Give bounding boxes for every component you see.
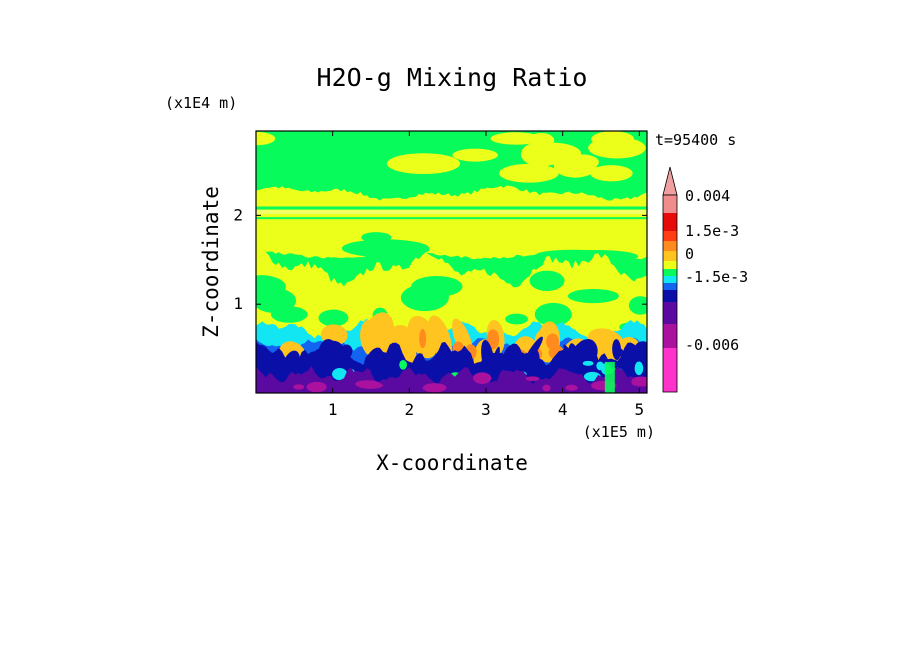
magenta-spot	[355, 380, 381, 389]
magenta-spot	[525, 376, 540, 382]
stripe-light	[256, 210, 647, 215]
colorbar-segment	[663, 290, 677, 302]
colorbar-frame	[662, 194, 678, 393]
x-unit-label: (x1E5 m)	[583, 423, 655, 441]
green-tongue	[628, 296, 647, 315]
colorbar-segment	[663, 241, 677, 251]
colorbar-label: 1.5e-3	[685, 222, 739, 240]
green-tongue	[407, 290, 422, 305]
colorbar-segment	[663, 302, 677, 324]
upper-blob	[386, 153, 461, 175]
y-axis-label: Z-coordinate	[199, 186, 223, 338]
green-tongue	[567, 288, 619, 304]
upper-blob	[452, 148, 499, 162]
blue-filament	[281, 350, 300, 379]
colorbar-label: -0.006	[685, 336, 739, 354]
colorbar-segment	[663, 276, 677, 283]
blue-filament	[322, 340, 345, 364]
upper-blob	[590, 165, 633, 182]
orange-core	[419, 328, 427, 349]
magenta-spot	[542, 384, 551, 392]
magenta-spot	[565, 384, 578, 391]
magenta-spot	[293, 384, 305, 390]
green-tongue	[411, 275, 463, 297]
blue-filament	[576, 338, 598, 365]
cyan-spot	[582, 360, 594, 366]
colorbar-extension	[662, 166, 678, 196]
colorbar-segment	[663, 195, 677, 213]
magenta-spot	[631, 381, 645, 386]
green-tongue	[256, 275, 286, 299]
x-tick-label: 5	[635, 400, 645, 419]
upper-blob	[490, 132, 542, 145]
colorbar-segment	[663, 283, 677, 290]
blue-filament	[524, 336, 543, 364]
colorbar-label: -1.5e-3	[685, 268, 748, 286]
blue-filament	[487, 353, 504, 370]
cyan-spot	[332, 368, 348, 381]
upper-blob	[567, 154, 599, 170]
green-tongue	[505, 313, 529, 325]
magenta-spot	[422, 383, 447, 393]
green-tongue	[270, 306, 308, 323]
edge-patch	[604, 361, 615, 393]
y-tick-label: 2	[233, 205, 243, 224]
contour-field	[256, 131, 647, 393]
green-tongue	[529, 270, 565, 292]
green-tongue	[318, 309, 349, 327]
x-tick-label: 2	[405, 400, 415, 419]
x-axis: 1 2 3 4 5	[328, 131, 644, 419]
colorbar-segment	[663, 261, 677, 269]
orange-core	[486, 329, 500, 350]
colorbar-label: 0.004	[685, 187, 730, 205]
y-axis: 12	[233, 205, 647, 313]
green-patch	[341, 239, 430, 258]
y-tick-label: 1	[233, 294, 243, 313]
colorbar-segment	[663, 269, 677, 276]
upper-blob	[499, 163, 559, 183]
time-label: t=95400 s	[655, 131, 736, 149]
blue-filament	[533, 350, 540, 377]
green-tongue	[534, 302, 572, 327]
colorbar-segment	[663, 324, 677, 348]
colorbar: 0.004 1.5e-3 0 -1.5e-3 -0.006	[662, 166, 748, 393]
y-unit-label: (x1E4 m)	[165, 94, 237, 112]
x-tick-label: 4	[558, 400, 568, 419]
magenta-spot	[473, 372, 492, 384]
colorbar-segment	[663, 213, 677, 231]
stripe	[256, 206, 647, 210]
colorbar-label: 0	[685, 245, 694, 263]
magenta-spot	[306, 381, 327, 393]
blue-filament	[619, 348, 630, 374]
orange-core	[546, 333, 560, 350]
cyan-spot	[399, 359, 407, 370]
blue-filament	[442, 354, 453, 376]
colorbar-segment	[663, 231, 677, 241]
cyan-spot	[596, 361, 604, 371]
blue-filament	[612, 339, 622, 361]
green-patch	[535, 249, 611, 261]
colorbar-segment	[663, 348, 677, 392]
blue-filament	[387, 345, 400, 364]
upper-blob	[591, 131, 635, 148]
x-tick-label: 1	[328, 400, 338, 419]
blue-filament	[634, 341, 647, 357]
upper-blob	[256, 131, 276, 146]
plot-frame	[255, 130, 648, 394]
cyan-spot	[634, 361, 644, 376]
x-tick-label: 3	[481, 400, 491, 419]
stripe	[256, 217, 647, 220]
colorbar-segment	[663, 251, 677, 261]
x-axis-label: X-coordinate	[376, 451, 528, 475]
chart-title: H2O-g Mixing Ratio	[317, 63, 588, 92]
upper-band	[256, 185, 647, 260]
